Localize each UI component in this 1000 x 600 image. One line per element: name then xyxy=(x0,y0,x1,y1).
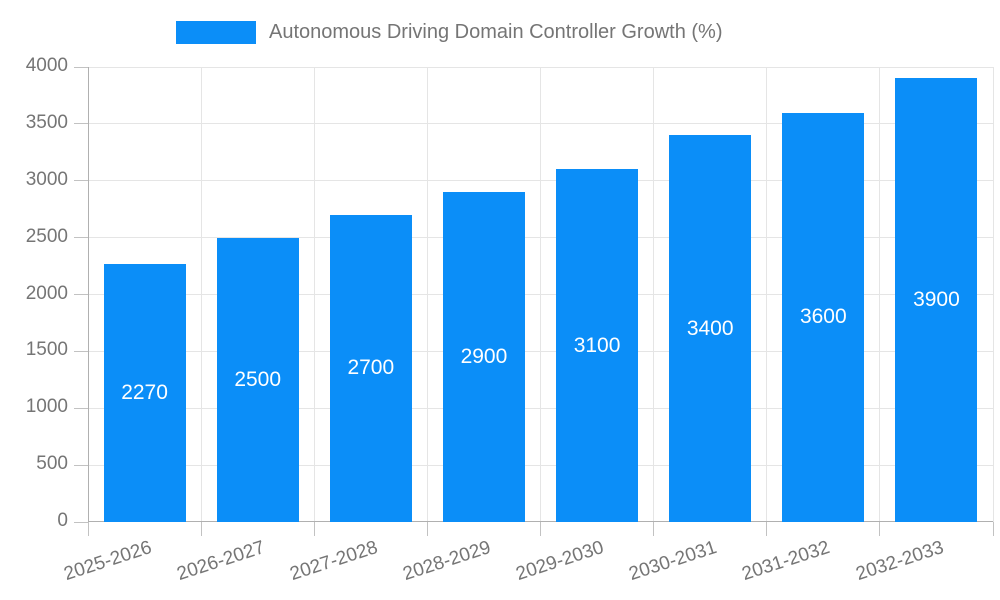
bar-2031-2032[interactable]: 3600 xyxy=(782,112,865,522)
x-axis-tick xyxy=(426,522,428,536)
v-gridline xyxy=(653,67,655,522)
legend-swatch-icon xyxy=(176,21,256,44)
bar-2028-2029[interactable]: 2900 xyxy=(442,192,525,522)
v-gridline xyxy=(540,67,541,522)
bar-value-label: 3600 xyxy=(799,305,847,329)
y-axis-tick xyxy=(74,180,88,182)
y-axis-tick xyxy=(74,237,88,239)
y-axis-tick-label: 0 xyxy=(57,510,68,531)
plot-area: 2270 2500 2700 2900 3100 3400 3600 3900 xyxy=(87,66,994,522)
x-axis-category-label: 2032-2033 xyxy=(853,537,946,586)
legend-label: Autonomous Driving Domain Controller Gro… xyxy=(269,21,723,43)
y-axis-tick-label: 4000 xyxy=(25,55,68,76)
v-gridline xyxy=(426,67,428,522)
v-gridline xyxy=(313,67,315,522)
bar-2025-2026[interactable]: 2270 xyxy=(103,263,186,522)
y-axis-tick xyxy=(74,464,88,466)
y-axis-tick-label: 1500 xyxy=(25,339,68,361)
y-axis-tick xyxy=(74,350,88,352)
bar-value-label: 3900 xyxy=(913,288,960,312)
y-axis-tick-label: 2500 xyxy=(25,225,68,247)
bar-2026-2027[interactable]: 2500 xyxy=(216,237,299,522)
bar-value-label: 3400 xyxy=(686,316,734,340)
x-axis-tick xyxy=(540,522,541,536)
y-axis-tick xyxy=(74,407,88,409)
x-axis-line xyxy=(88,521,993,522)
x-axis-tick xyxy=(766,522,768,536)
x-axis-category-label: 2027-2028 xyxy=(287,537,381,586)
y-axis-line xyxy=(88,67,89,522)
y-axis-tick-label: 3500 xyxy=(25,111,68,133)
v-gridline xyxy=(766,67,768,522)
v-gridline xyxy=(992,67,994,522)
x-axis-tick xyxy=(87,522,89,536)
x-axis-category-label: 2025-2026 xyxy=(61,537,155,586)
x-axis-tick xyxy=(653,522,655,536)
bar-2032-2033[interactable]: 3900 xyxy=(895,78,978,522)
x-axis-category-label: 2031-2032 xyxy=(739,537,833,586)
y-axis-tick xyxy=(74,123,88,125)
y-axis-tick-label: 500 xyxy=(36,453,68,475)
v-gridline xyxy=(879,67,881,522)
bar-2030-2031[interactable]: 3400 xyxy=(669,135,752,522)
bar-value-label: 2500 xyxy=(234,367,282,391)
x-axis-tick xyxy=(992,522,994,536)
bar-value-label: 3100 xyxy=(573,333,621,357)
x-axis-tick xyxy=(200,522,202,536)
x-axis-category-label: 2029-2030 xyxy=(513,537,607,586)
y-axis-tick xyxy=(74,294,88,295)
legend[interactable]: Autonomous Driving Domain Controller Gro… xyxy=(176,21,723,44)
bar-2029-2030[interactable]: 3100 xyxy=(556,169,639,522)
bar-value-label: 2700 xyxy=(347,356,395,380)
x-axis-category-label: 2028-2029 xyxy=(400,537,494,586)
x-axis-tick xyxy=(879,522,881,536)
y-axis-tick-label: 3000 xyxy=(25,168,68,190)
x-axis-category-label: 2030-2031 xyxy=(626,537,720,586)
bar-value-label: 2270 xyxy=(121,380,168,404)
x-axis-category-label: 2026-2027 xyxy=(174,537,268,586)
bar-2027-2028[interactable]: 2700 xyxy=(329,214,412,522)
y-axis-tick-label: 1000 xyxy=(25,396,68,418)
bar-value-label: 2900 xyxy=(460,345,508,369)
y-axis-tick xyxy=(74,521,88,523)
y-axis-tick-label: 2000 xyxy=(25,282,68,304)
y-axis-tick xyxy=(74,66,88,68)
x-axis-tick xyxy=(313,522,315,536)
v-gridline xyxy=(200,67,202,522)
